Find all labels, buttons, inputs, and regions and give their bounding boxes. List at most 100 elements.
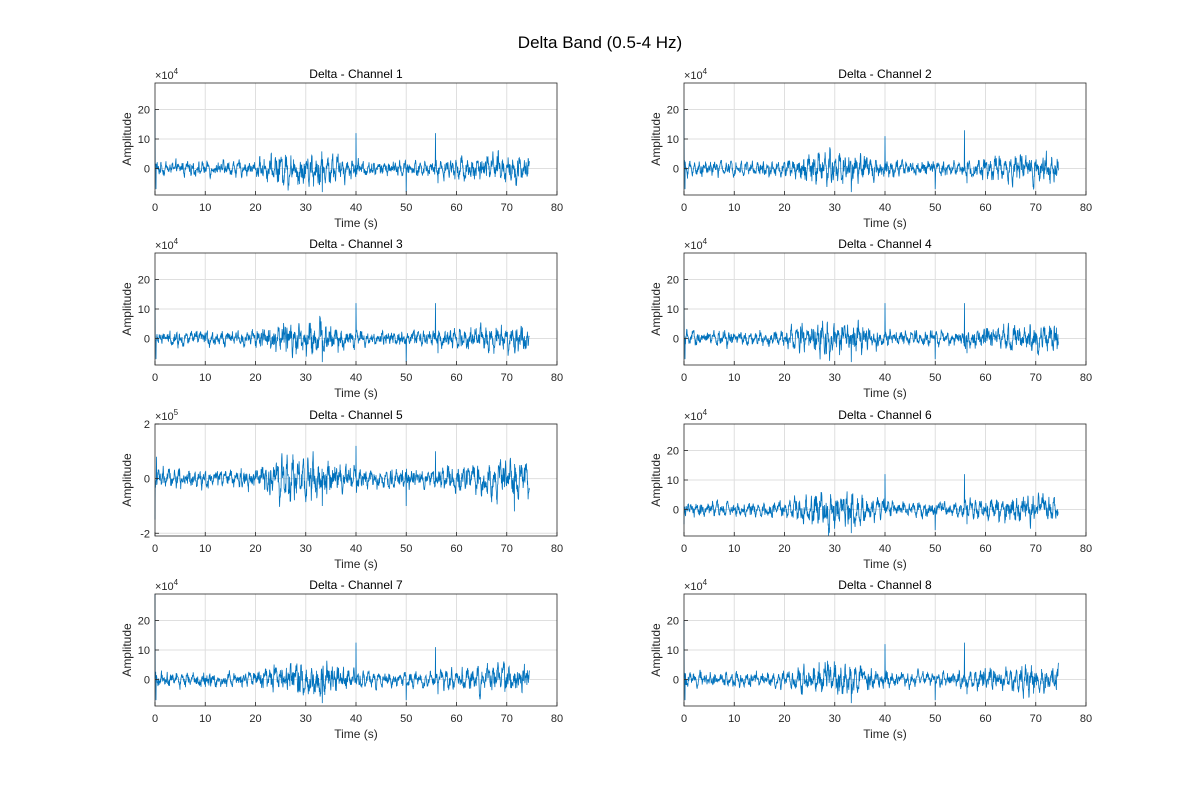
series-line-channel-1 (154, 109, 530, 193)
subplot-channel-2: 0 10 20 30 40 50 60 70 80 0 10 20 ×104 Delta - Channe… (649, 67, 1092, 230)
series-line-channel-8 (683, 620, 1059, 704)
x-tick-label: 10 (199, 202, 211, 214)
x-tick-label: 10 (728, 372, 740, 384)
series-line-channel-2 (683, 109, 1059, 193)
x-tick-label: 60 (450, 543, 462, 555)
x-tick-label: 20 (249, 713, 261, 725)
subplot-channel-4: 0 10 20 30 40 50 60 70 80 0 10 20 ×104 Delta - Channe… (649, 237, 1092, 400)
x-tick-label: 60 (979, 372, 991, 384)
x-tick-label: 0 (152, 713, 158, 725)
x-tick-label: 40 (879, 372, 891, 384)
x-tick-label: 50 (929, 202, 941, 214)
x-tick-label: 40 (350, 372, 362, 384)
y-exponent-label: ×104 (684, 237, 708, 252)
subplot-channel-7: 0 10 20 30 40 50 60 70 80 0 10 20 ×104 Delta - Channe… (120, 578, 563, 741)
x-axis-label: Time (s) (863, 386, 907, 400)
x-tick-label: 70 (501, 202, 513, 214)
x-axis-label: Time (s) (334, 727, 378, 741)
x-tick-label: 70 (501, 372, 513, 384)
x-tick-label: 40 (350, 713, 362, 725)
x-tick-label: 20 (778, 713, 790, 725)
y-exponent-power: 4 (703, 578, 708, 587)
x-tick-label: 0 (681, 713, 687, 725)
y-tick-label: 0 (673, 333, 679, 345)
y-exponent-power: 4 (703, 67, 708, 76)
x-tick-label: 60 (450, 202, 462, 214)
y-exponent-base: ×10 (155, 240, 174, 252)
y-tick-label: -2 (140, 528, 150, 540)
x-tick-label: 40 (350, 543, 362, 555)
x-tick-label: 70 (501, 543, 513, 555)
y-tick-label: 0 (144, 163, 150, 175)
x-tick-label: 50 (400, 372, 412, 384)
x-tick-label: 20 (778, 372, 790, 384)
y-tick-label: 10 (667, 645, 679, 657)
x-tick-label: 80 (1080, 543, 1092, 555)
x-tick-label: 10 (728, 202, 740, 214)
subplot-channel-5: 0 10 20 30 40 50 60 70 80-202×105 Delta - Channel… (120, 408, 563, 571)
y-tick-label: 20 (667, 616, 679, 628)
x-tick-label: 50 (929, 713, 941, 725)
series-line-channel-4 (683, 279, 1059, 363)
x-tick-label: 80 (551, 543, 563, 555)
x-tick-label: 50 (400, 202, 412, 214)
y-tick-label: 0 (673, 163, 679, 175)
subplot-title: Delta - Channel 5 (309, 408, 403, 422)
x-tick-label: 40 (879, 713, 891, 725)
x-tick-label: 30 (829, 713, 841, 725)
y-exponent-base: ×10 (684, 240, 703, 252)
x-tick-label: 30 (829, 202, 841, 214)
y-exponent-label: ×104 (155, 237, 179, 252)
x-axis-label: Time (s) (334, 557, 378, 571)
x-axis-label: Time (s) (863, 727, 907, 741)
y-tick-label: 10 (138, 304, 150, 316)
y-tick-label: 0 (144, 674, 150, 686)
x-tick-label: 20 (249, 202, 261, 214)
y-exponent-base: ×10 (684, 581, 703, 593)
subplot-title: Delta - Channel 6 (838, 408, 932, 422)
y-axis-label: Amplitude (120, 623, 134, 677)
y-exponent-power: 4 (174, 67, 179, 76)
x-tick-label: 40 (350, 202, 362, 214)
x-tick-label: 80 (551, 372, 563, 384)
y-tick-label: 20 (138, 275, 150, 287)
x-tick-label: 50 (400, 713, 412, 725)
y-axis-label: Amplitude (649, 112, 663, 166)
subplot-channel-8: 0 10 20 30 40 50 60 70 80 0 10 20 ×104 Delta - Channe… (649, 578, 1092, 741)
y-exponent-label: ×104 (684, 67, 708, 82)
x-tick-label: 30 (300, 543, 312, 555)
x-tick-label: 0 (681, 543, 687, 555)
series-line-channel-7 (154, 593, 530, 704)
y-tick-label: 20 (138, 616, 150, 628)
y-tick-label: 0 (673, 504, 679, 516)
x-tick-label: 10 (728, 543, 740, 555)
x-tick-label: 10 (199, 543, 211, 555)
x-tick-label: 30 (829, 543, 841, 555)
y-axis-label: Amplitude (649, 453, 663, 507)
subplot-title: Delta - Channel 4 (838, 237, 932, 251)
y-exponent-power: 4 (703, 237, 708, 246)
x-tick-label: 10 (199, 713, 211, 725)
x-axis-label: Time (s) (863, 557, 907, 571)
x-tick-label: 80 (1080, 713, 1092, 725)
x-tick-label: 10 (728, 713, 740, 725)
series-line-channel-6 (683, 474, 1059, 536)
x-axis-label: Time (s) (334, 216, 378, 230)
y-exponent-label: ×104 (155, 578, 179, 593)
x-tick-label: 30 (300, 372, 312, 384)
y-tick-label: 20 (667, 446, 679, 458)
x-tick-label: 50 (929, 543, 941, 555)
x-tick-label: 30 (829, 372, 841, 384)
y-exponent-base: ×10 (684, 70, 703, 82)
x-tick-label: 0 (681, 202, 687, 214)
y-axis-label: Amplitude (120, 453, 134, 507)
y-exponent-label: ×104 (684, 408, 708, 423)
x-tick-label: 40 (879, 202, 891, 214)
y-axis-label: Amplitude (120, 282, 134, 336)
y-exponent-power: 4 (174, 237, 179, 246)
x-tick-label: 0 (152, 372, 158, 384)
x-tick-label: 20 (249, 543, 261, 555)
x-tick-label: 20 (249, 372, 261, 384)
y-axis-label: Amplitude (649, 623, 663, 677)
